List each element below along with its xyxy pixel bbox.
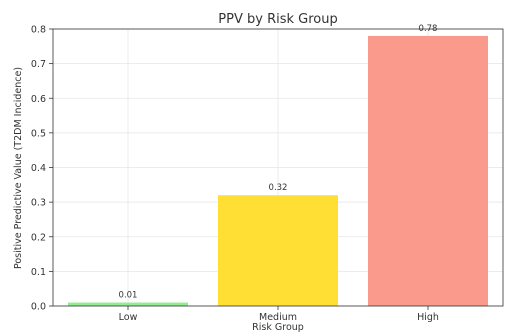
x-axis-label: Risk Group	[252, 322, 304, 333]
x-axis-ticks: Low Medium High	[119, 306, 439, 323]
y-tick-label: 0.6	[31, 94, 46, 105]
y-axis-label: Positive Predictive Value (T2DM Incidenc…	[13, 67, 24, 269]
chart-title: PPV by Risk Group	[218, 12, 337, 27]
y-tick-label: 0.5	[31, 128, 46, 139]
bar-high	[368, 35, 488, 307]
y-tick-label: 0.8	[31, 25, 46, 36]
y-tick-label: 0.7	[31, 59, 46, 70]
y-tick-label: 0.4	[31, 163, 46, 174]
bars	[68, 35, 488, 307]
y-tick-label: 0.3	[31, 198, 46, 209]
data-labels: 0.01 0.32 0.78	[119, 24, 438, 301]
data-label-medium: 0.32	[269, 183, 288, 193]
x-tick-label-medium: Medium	[259, 312, 297, 323]
data-label-high: 0.78	[419, 24, 438, 34]
bar-medium	[218, 195, 338, 306]
y-axis-ticks: 0.0 0.1 0.2 0.3 0.4 0.5 0.6 0.7 0.8	[31, 25, 53, 313]
y-tick-label: 0.1	[31, 267, 46, 278]
y-tick-label: 0.0	[31, 302, 46, 313]
bar-low	[68, 302, 188, 306]
x-tick-label-high: High	[417, 312, 439, 323]
y-tick-label: 0.2	[31, 232, 46, 243]
x-tick-label-low: Low	[119, 312, 138, 323]
data-label-low: 0.01	[119, 291, 138, 301]
